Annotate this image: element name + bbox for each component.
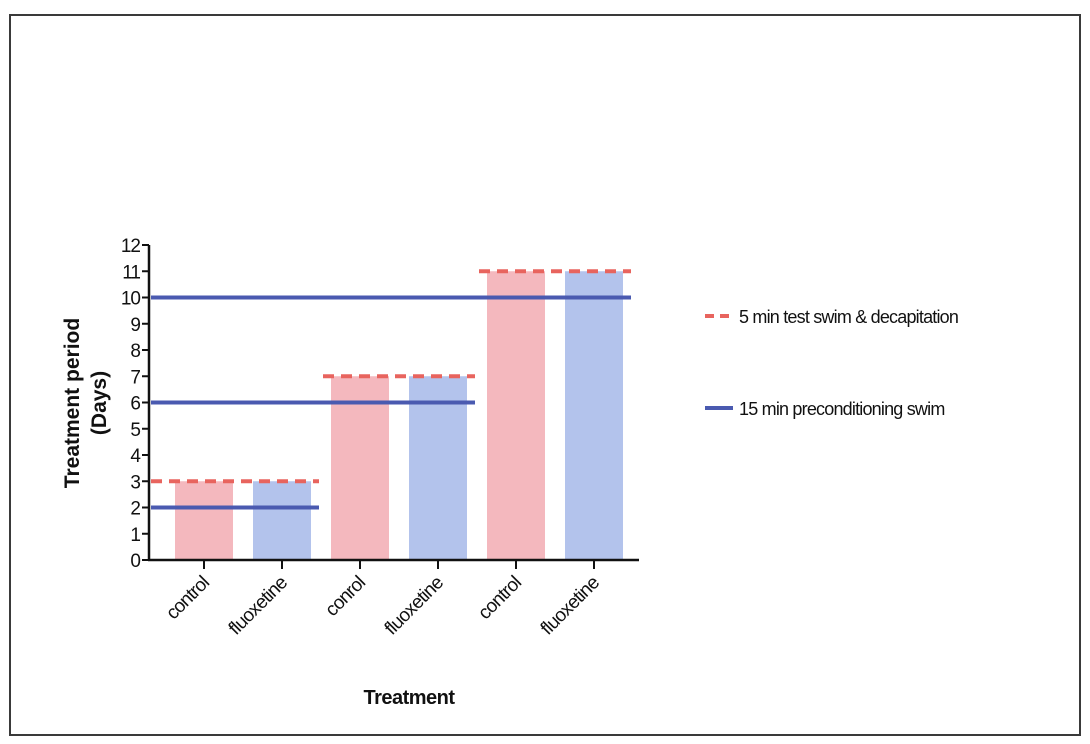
y-tick-label: 12 bbox=[121, 236, 141, 257]
y-tick-label: 3 bbox=[130, 472, 140, 493]
y-tick-label: 4 bbox=[130, 446, 141, 467]
bar bbox=[487, 271, 545, 560]
x-tick-label: fluoxetine bbox=[225, 573, 292, 640]
y-tick-label: 9 bbox=[130, 315, 140, 336]
x-tick-label: control bbox=[162, 573, 213, 624]
bar bbox=[175, 481, 233, 560]
y-tick-label: 7 bbox=[130, 367, 140, 388]
y-tick-label: 5 bbox=[130, 420, 140, 441]
y-tick-label: 1 bbox=[130, 525, 140, 546]
y-tick-label: 11 bbox=[122, 262, 140, 283]
legend-label: 15 min preconditioning swim bbox=[739, 399, 945, 419]
y-tick-label: 10 bbox=[121, 289, 141, 310]
x-tick-label: fluoxetine bbox=[537, 573, 604, 640]
y-axis-label-line-2: (Days) bbox=[88, 371, 111, 435]
reference-lines bbox=[151, 269, 631, 510]
y-tick-label: 8 bbox=[130, 341, 140, 362]
x-tick-label: conrol bbox=[321, 573, 369, 621]
y-tick-label: 6 bbox=[130, 394, 140, 415]
x-tick-label: control bbox=[474, 573, 525, 624]
x-ticks: control fluoxetine conrol fluoxetine control… bbox=[162, 560, 604, 640]
x-tick-label: fluoxetine bbox=[381, 573, 448, 640]
legend: 5 min test swim & decapitation 15 min pre… bbox=[705, 307, 959, 419]
bar bbox=[409, 376, 467, 560]
y-tick-label: 2 bbox=[130, 499, 140, 520]
bar bbox=[253, 481, 311, 560]
bars bbox=[175, 271, 623, 560]
y-axis-label-line-1: Treatment period bbox=[61, 318, 84, 488]
bar bbox=[331, 376, 389, 560]
figure-frame: 0 1 2 3 4 5 6 7 8 9 10 11 12 control fluoxetine conrol… bbox=[9, 14, 1081, 736]
legend-label: 5 min test swim & decapitation bbox=[739, 307, 958, 327]
bar bbox=[565, 271, 623, 560]
x-axis-label: Treatment bbox=[363, 687, 455, 709]
y-tick-label: 0 bbox=[130, 551, 140, 572]
